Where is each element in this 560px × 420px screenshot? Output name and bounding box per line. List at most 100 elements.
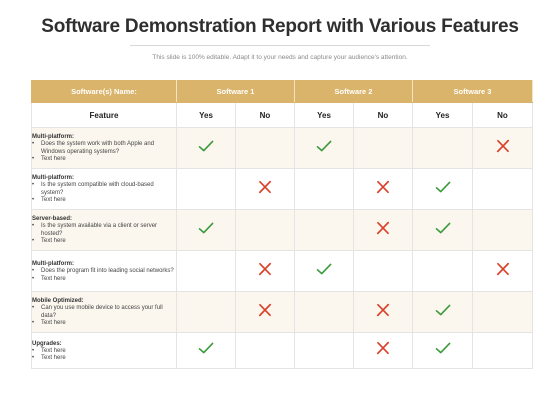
- feature-bullet: Text here: [32, 276, 176, 284]
- mark-cell: [472, 332, 533, 369]
- mark-cell: [412, 127, 473, 169]
- mark-cell: [176, 250, 236, 292]
- mark-cell: [294, 332, 354, 369]
- mark-cell: [472, 250, 533, 292]
- cross-icon: [257, 303, 273, 317]
- feature-header: Feature: [31, 102, 177, 128]
- cross-icon: [375, 303, 391, 317]
- feature-bullet: Does the system work with both Apple and…: [32, 141, 176, 156]
- cross-icon: [495, 139, 511, 153]
- mark-cell: [176, 127, 236, 169]
- mark-cell: [472, 127, 533, 169]
- mark-cell: [412, 209, 473, 251]
- table-body: Multi-platform:Does the system work with…: [31, 127, 533, 369]
- feature-bullet: Text here: [32, 156, 176, 164]
- feature-bullets: Text hereText here: [32, 348, 176, 363]
- mark-cell: [294, 250, 354, 292]
- feature-bullet: Is the system available via a client or …: [32, 223, 176, 238]
- feature-cell: Multi-platform:Does the program fit into…: [31, 250, 177, 292]
- check-icon: [198, 139, 214, 153]
- comparison-table: Software(s) Name: Software 1 Software 2 …: [31, 80, 533, 369]
- mark-cell: [412, 291, 473, 333]
- feature-title: Server-based:: [32, 216, 73, 223]
- feature-bullet: Text here: [32, 355, 176, 363]
- mark-cell: [294, 291, 354, 333]
- table-row: Multi-platform:Is the system compatible …: [31, 168, 533, 210]
- cross-icon: [375, 180, 391, 194]
- mark-cell: [353, 168, 413, 210]
- feature-cell: Multi-platform:Does the system work with…: [31, 127, 177, 169]
- check-icon: [198, 221, 214, 235]
- feature-bullets: Is the system compatible with cloud-base…: [32, 182, 176, 205]
- mark-cell: [353, 209, 413, 251]
- mark-cell: [472, 209, 533, 251]
- table-row: Multi-platform:Does the system work with…: [31, 127, 533, 169]
- mark-cell: [176, 168, 236, 210]
- mark-cell: [235, 250, 295, 292]
- table-header-row: Software(s) Name: Software 1 Software 2 …: [31, 80, 533, 103]
- mark-cell: [294, 209, 354, 251]
- check-icon: [316, 139, 332, 153]
- software-2-yes-header: Yes: [294, 102, 354, 128]
- check-icon: [435, 180, 451, 194]
- page-subtitle: This slide is 100% editable. Adapt it to…: [152, 54, 408, 61]
- check-icon: [316, 262, 332, 276]
- feature-bullet: Does the program fit into leading social…: [32, 268, 176, 276]
- feature-bullet: Can you use mobile device to access your…: [32, 305, 176, 320]
- mark-cell: [353, 127, 413, 169]
- software-2-no-header: No: [353, 102, 413, 128]
- feature-bullet: Text here: [32, 238, 176, 246]
- feature-cell: Mobile Optimized:Can you use mobile devi…: [31, 291, 177, 333]
- cross-icon: [495, 262, 511, 276]
- mark-cell: [235, 291, 295, 333]
- mark-cell: [412, 250, 473, 292]
- check-icon: [435, 341, 451, 355]
- table-row: Mobile Optimized:Can you use mobile devi…: [31, 291, 533, 333]
- software-1-no-header: No: [235, 102, 295, 128]
- software-name-header: Software(s) Name:: [31, 80, 177, 103]
- feature-cell: Server-based:Is the system available via…: [31, 209, 177, 251]
- table-row: Multi-platform:Does the program fit into…: [31, 250, 533, 292]
- page-title: Software Demonstration Report with Vario…: [41, 16, 519, 37]
- mark-cell: [353, 250, 413, 292]
- feature-bullet: Text here: [32, 320, 176, 328]
- title-divider: [130, 45, 430, 46]
- feature-title: Multi-platform:: [32, 261, 74, 268]
- table-row: Server-based:Is the system available via…: [31, 209, 533, 251]
- software-3-no-header: No: [472, 102, 533, 128]
- mark-cell: [235, 332, 295, 369]
- feature-bullets: Does the system work with both Apple and…: [32, 141, 176, 164]
- check-icon: [435, 303, 451, 317]
- mark-cell: [472, 168, 533, 210]
- mark-cell: [353, 291, 413, 333]
- cross-icon: [375, 341, 391, 355]
- mark-cell: [412, 332, 473, 369]
- mark-cell: [235, 168, 295, 210]
- feature-bullet: Text here: [32, 348, 176, 356]
- cross-icon: [257, 262, 273, 276]
- software-3-header: Software 3: [412, 80, 533, 103]
- cross-icon: [375, 221, 391, 235]
- feature-title: Multi-platform:: [32, 134, 74, 141]
- check-icon: [198, 341, 214, 355]
- mark-cell: [294, 127, 354, 169]
- feature-bullets: Does the program fit into leading social…: [32, 268, 176, 283]
- mark-cell: [176, 332, 236, 369]
- feature-bullet: Is the system compatible with cloud-base…: [32, 182, 176, 197]
- check-icon: [435, 221, 451, 235]
- table-subheader-row: Feature Yes No Yes No Yes No: [31, 102, 533, 128]
- feature-title: Upgrades:: [32, 340, 62, 347]
- mark-cell: [472, 291, 533, 333]
- cross-icon: [257, 180, 273, 194]
- feature-bullets: Is the system available via a client or …: [32, 223, 176, 246]
- feature-bullet: Text here: [32, 197, 176, 205]
- feature-cell: Multi-platform:Is the system compatible …: [31, 168, 177, 210]
- feature-title: Mobile Optimized:: [32, 298, 84, 305]
- mark-cell: [294, 168, 354, 210]
- software-1-header: Software 1: [176, 80, 295, 103]
- feature-title: Multi-platform:: [32, 175, 74, 182]
- table-row: Upgrades:Text hereText here: [31, 332, 533, 369]
- software-1-yes-header: Yes: [176, 102, 236, 128]
- mark-cell: [176, 291, 236, 333]
- mark-cell: [235, 127, 295, 169]
